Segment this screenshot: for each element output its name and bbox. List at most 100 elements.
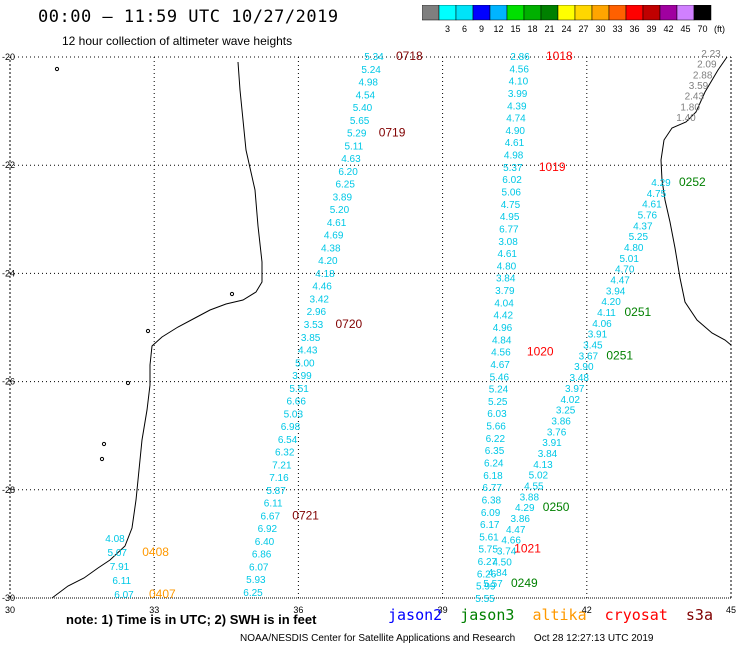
swh-value-label: 4.29 [651, 178, 671, 189]
swh-value-label: 5.01 [619, 254, 639, 265]
swh-value-label: 4.13 [533, 460, 553, 471]
swh-value-label: 3.94 [606, 286, 626, 297]
swh-value-label: 4.69 [324, 231, 344, 242]
swh-value-label: 3.99 [292, 371, 312, 382]
swh-value-label: 4.80 [624, 243, 644, 254]
swh-value-label: 5.24 [489, 385, 509, 396]
island-outline [101, 441, 107, 447]
lat-tick-label: -22 [2, 160, 15, 170]
swh-value-label: 2.96 [307, 307, 327, 318]
swh-value-label: 5.61 [479, 532, 499, 543]
colorbar-tick-label: 30 [595, 24, 605, 34]
credit-org: NOAA/NESDIS Center for Satellite Applica… [240, 633, 516, 644]
swh-value-label: 4.63 [341, 154, 361, 165]
swh-value-label: 7.91 [110, 562, 130, 573]
time-label: 0252 [679, 175, 706, 189]
swh-value-label: 3.89 [333, 192, 353, 203]
swh-value-label: 4.47 [506, 525, 526, 536]
swh-value-label: 6.02 [502, 175, 522, 186]
swh-value-label: 5.11 [344, 141, 363, 152]
swh-value-label: 3.25 [556, 406, 576, 417]
time-label: 1019 [539, 160, 566, 174]
swh-value-label: 4.98 [359, 78, 379, 89]
swh-value-label: 6.11 [112, 576, 131, 587]
time-label: 0251 [606, 348, 633, 362]
swh-value-label: 3.91 [588, 330, 608, 341]
swh-value-label: 6.86 [252, 550, 272, 561]
swh-value-label: 6.20 [338, 167, 358, 178]
page-subtitle: 12 hour collection of altimeter wave hei… [62, 34, 293, 48]
swh-value-label: 6.77 [499, 224, 519, 235]
swh-value-label: 6.11 [264, 499, 283, 510]
time-label: 0249 [511, 576, 538, 590]
swh-value-label: 4.39 [507, 101, 527, 112]
colorbar-tick-label: 21 [544, 24, 554, 34]
island-outline [99, 456, 105, 462]
colorbar-tick-label: 70 [697, 24, 707, 34]
swh-value-label: 5.07 [108, 548, 128, 559]
swh-value-label: 6.07 [249, 562, 269, 573]
lon-tick-label: 42 [582, 605, 592, 615]
swh-value-label: 2.23 [701, 49, 721, 60]
lon-tick-label: 30 [5, 605, 15, 615]
swh-value-label: 5.93 [246, 575, 266, 586]
swh-value-label: 6.26 [477, 569, 497, 580]
swh-value-label: 2.86 [510, 52, 530, 63]
time-label: 1021 [514, 542, 541, 556]
swh-value-label: 5.06 [502, 188, 522, 199]
swh-value-label: 3.86 [511, 514, 531, 525]
footnote: note: 1) Time is in UTC; 2) SWH is in fe… [66, 612, 317, 627]
swh-value-label: 3.59 [689, 81, 709, 92]
lon-tick-label: 36 [293, 605, 303, 615]
swh-value-label: 4.61 [505, 138, 525, 149]
swh-value-label: 4.18 [315, 269, 335, 280]
swh-value-label: 3.53 [304, 320, 324, 331]
colorbar-tick-label: 18 [527, 24, 537, 34]
time-label: 0718 [396, 49, 423, 63]
swh-value-label: 4.74 [506, 114, 526, 125]
swh-value-label: 6.35 [485, 446, 505, 457]
swh-value-label: 5.40 [353, 103, 373, 114]
island-outline [54, 66, 60, 72]
colorbar-tick-label: 33 [612, 24, 622, 34]
swh-value-label: 6.40 [255, 537, 275, 548]
swh-value-label: 2.88 [693, 70, 713, 81]
swh-value-label: 6.66 [286, 397, 306, 408]
colorbar-tick-label: 36 [629, 24, 639, 34]
swh-value-label: 5.76 [638, 211, 658, 222]
lat-tick-label: -28 [2, 485, 15, 495]
swh-value-label: 6.18 [483, 471, 503, 482]
swh-value-label: 3.91 [542, 438, 562, 449]
swh-value-label: 5.99 [476, 582, 496, 593]
swh-value-label: 6.32 [275, 448, 295, 459]
swh-value-label: 5.24 [361, 65, 381, 76]
swh-value-label: 3.88 [520, 492, 540, 503]
swh-value-label: 5.00 [295, 358, 315, 369]
swh-value-label: 4.29 [515, 503, 535, 514]
swh-value-label: 5.87 [266, 486, 286, 497]
swh-value-label: 4.06 [592, 319, 612, 330]
lat-tick-label: -30 [2, 593, 15, 603]
swh-value-label: 1.40 [676, 113, 696, 124]
swh-value-label: 6.77 [482, 483, 502, 494]
swh-value-label: 5.66 [486, 422, 506, 433]
island-outline [125, 380, 131, 386]
time-label: 0720 [336, 317, 363, 331]
swh-value-label: 3.67 [579, 351, 599, 362]
swh-value-label: 6.24 [484, 459, 504, 470]
swh-value-label: 5.02 [529, 471, 549, 482]
swh-value-label: 5.34 [364, 52, 384, 63]
swh-value-label: 3.08 [498, 237, 518, 248]
swh-value-label: 4.96 [493, 323, 513, 334]
swh-value-label: 4.02 [560, 395, 580, 406]
colorbar-tick-label: 24 [561, 24, 571, 34]
swh-value-label: 4.56 [509, 64, 529, 75]
swh-value-label: 4.20 [318, 256, 338, 267]
swh-value-label: 4.95 [500, 212, 520, 223]
lat-tick-label: -26 [2, 377, 15, 387]
colorbar-tick-label: 45 [680, 24, 690, 34]
wave-height-colorbar: 3 6 9 12 15 18 21 24 27 30 33 36 39 42 45 70 (ft) [422, 5, 725, 34]
swh-value-label: 4.84 [488, 568, 508, 579]
